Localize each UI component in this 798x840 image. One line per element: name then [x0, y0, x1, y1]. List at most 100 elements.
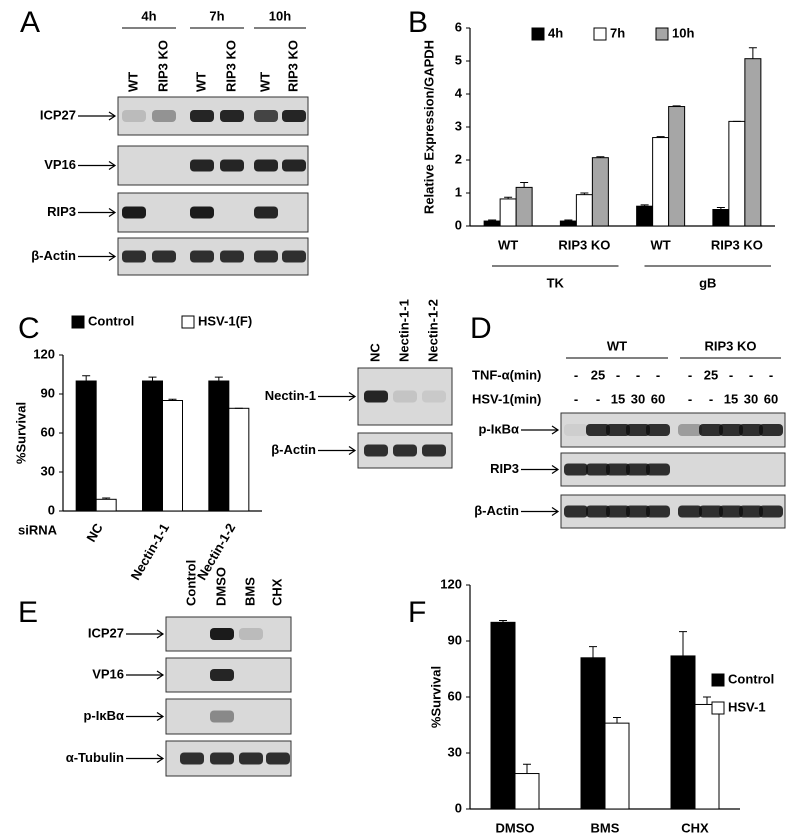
y-tick-label: 90 [448, 632, 462, 647]
blot-band [190, 110, 214, 122]
bar [604, 722, 630, 810]
lane-label: RIP3 KO [155, 40, 170, 92]
bar [668, 106, 686, 227]
bar [580, 657, 606, 810]
row-label: β-Actin [474, 503, 519, 518]
group-label: TK [547, 275, 565, 290]
bar [575, 194, 593, 227]
error-bar [716, 207, 725, 210]
row-label: RIP3 [490, 461, 519, 476]
legend-label: Control [88, 313, 134, 328]
blot-band [254, 250, 278, 263]
bar [228, 407, 250, 512]
bar [728, 120, 746, 227]
y-axis-label: %Survival [13, 402, 28, 464]
blot-band [606, 424, 630, 436]
arrow-head [348, 446, 357, 455]
error-bar [102, 497, 111, 500]
blot-band [626, 463, 650, 476]
error-bar [748, 47, 757, 59]
lane-label: BMS [242, 577, 257, 606]
blot-band [254, 159, 278, 172]
x-tick-label: RIP3 KO [711, 237, 763, 252]
blot-band [606, 463, 630, 476]
row-label: α-Tubulin [66, 750, 124, 765]
treatment-value: 60 [764, 391, 778, 406]
lane-label: Nectin-1-2 [425, 299, 440, 362]
bar [142, 380, 163, 512]
treatment-value: 25 [591, 367, 605, 382]
bar [652, 137, 670, 227]
bar [499, 198, 517, 227]
blot-band [220, 110, 244, 122]
blot-band [678, 505, 702, 518]
blot-band [699, 505, 723, 518]
legend-swatch [711, 701, 725, 715]
legend-label: HSV-1(F) [198, 313, 252, 328]
time-label: 4h [141, 8, 156, 23]
legend-swatch [531, 27, 545, 41]
y-tick-label: 2 [455, 151, 462, 166]
treatment-value: - [656, 367, 660, 382]
y-tick-label: 60 [448, 688, 462, 703]
blot-panel [165, 698, 292, 735]
row-label: β-Actin [31, 248, 76, 263]
error-bar [613, 717, 621, 724]
blot-band [239, 628, 263, 640]
blot-band [393, 390, 417, 403]
y-tick-label: 90 [41, 385, 55, 400]
lane-label: Nectin-1-1 [396, 299, 411, 362]
blot-band [122, 250, 146, 263]
error-bar [679, 631, 687, 656]
bar [744, 58, 762, 227]
y-tick-label: 6 [455, 19, 462, 34]
blot-band [190, 250, 214, 263]
treatment-value: 30 [631, 391, 645, 406]
arrow-head [108, 161, 117, 170]
legend-swatch [71, 315, 85, 329]
legend-swatch [181, 315, 195, 329]
x-tick-label: CHX [681, 820, 709, 835]
y-tick-label: 120 [33, 346, 55, 361]
blot-band [422, 390, 446, 403]
y-axis-label: Relative Expression/GAPDH [421, 40, 436, 214]
treatment-label: TNF-α(min) [472, 367, 541, 382]
blot-band [626, 424, 650, 436]
panel-letter: E [18, 596, 38, 629]
blot-band [210, 628, 234, 640]
lane-label: WT [193, 72, 208, 92]
lane-label: RIP3 KO [285, 40, 300, 92]
error-bar [580, 192, 589, 195]
arrow-head [348, 392, 357, 401]
x-tick-label: Nectin-1-1 [128, 521, 172, 583]
legend-label: HSV-1 [728, 699, 766, 714]
y-axis-label: %Survival [428, 666, 443, 728]
blot-band [646, 505, 670, 518]
bar [483, 220, 501, 227]
blot-band [699, 424, 723, 436]
blot-band [739, 505, 763, 518]
blot-band [393, 444, 417, 457]
arrow-head [156, 754, 165, 763]
blot-band [122, 206, 146, 219]
error-bar [564, 219, 573, 222]
arrow-head [156, 629, 165, 639]
error-bar [656, 136, 665, 138]
treatment-value: - [749, 367, 753, 382]
bar [712, 209, 730, 227]
bar [514, 773, 540, 810]
treatment-value: - [688, 367, 692, 382]
treatment-value: - [616, 367, 620, 382]
error-bar [520, 181, 529, 188]
error-bar [640, 204, 649, 207]
bar [208, 380, 230, 512]
arrow-head [156, 712, 165, 721]
x-tick-label: RIP3 KO [558, 237, 610, 252]
x-tick-label: WT [651, 237, 671, 252]
arrow-head [108, 208, 117, 217]
blot-band [586, 463, 610, 476]
arrow-head [156, 670, 165, 680]
y-tick-label: 0 [455, 800, 462, 815]
blot-band [152, 110, 176, 122]
